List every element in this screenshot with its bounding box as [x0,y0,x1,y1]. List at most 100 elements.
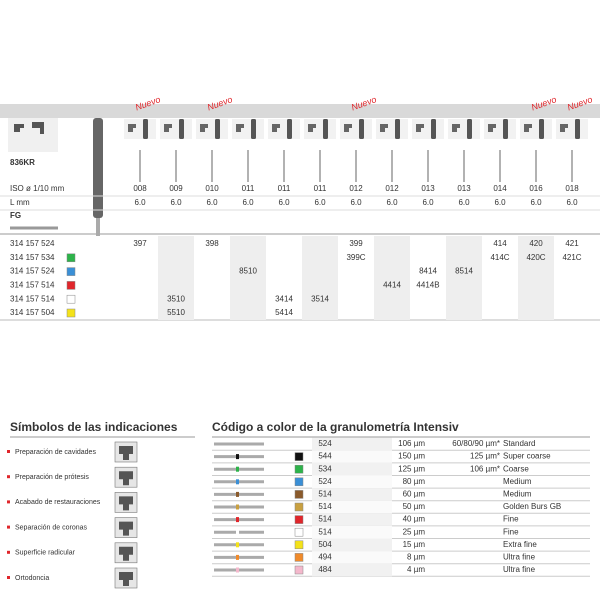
article-code: 314 157 514 [10,294,55,303]
bullet [7,550,10,554]
cavity-icon [200,124,208,132]
spec-value: 6.0 [278,198,290,207]
cavity-icon [344,124,352,132]
bur-head [395,119,400,139]
spec-value: 6.0 [494,198,506,207]
article-code: 314 157 514 [10,281,55,290]
grit-code: 494 [318,553,332,562]
cavity-icon [14,122,44,134]
section-title: Código a color de la granulometría Inten… [212,420,459,434]
spec-label: L mm [10,198,30,207]
bur-head [467,119,472,139]
indication: Superficie radicular [15,550,76,557]
spec-value: 6.0 [206,198,218,207]
column-shade [518,236,554,320]
color-swatch [294,477,304,487]
grit-ring [236,466,239,472]
bur-head [539,119,544,139]
column-shade [446,236,482,320]
tooth-icon [119,496,133,511]
grit-name: Golden Burs GB [503,502,561,511]
shank-type: FG [10,211,21,220]
bur-head [215,119,220,139]
grit-size: 15 µm [403,540,426,549]
color-swatch [294,452,304,461]
code-cell [312,437,392,451]
grit-name: Fine [503,527,519,536]
spec-value: 012 [385,184,399,193]
grit-size: 150 µm [398,452,425,461]
color-swatch [294,527,304,537]
cavity-icon [452,124,460,132]
spec-value: 011 [314,184,327,193]
color-swatch [294,553,304,562]
cavity-icon [128,124,136,132]
grit-code: 514 [318,490,332,499]
grit-code: 524 [318,439,332,448]
grit-code: 524 [318,477,332,486]
article-number: 4414 [383,281,401,290]
tooth-icon [119,471,133,486]
color-swatch [294,502,304,512]
spec-value: 009 [169,184,183,193]
spec-value: 6.0 [566,198,578,207]
code-cell [312,525,392,539]
spec-value: 011 [278,184,291,193]
column-shade [374,236,410,320]
bullet [7,525,10,529]
spec-value: 013 [421,184,435,193]
cavity-icon [272,124,280,132]
color-swatch [66,253,76,263]
color-swatch [66,308,76,318]
article-number: 3514 [311,294,329,303]
grit-note: 60/80/90 µm* [452,439,500,448]
tooth-icon [119,521,133,536]
grit-size: 60 µm [403,490,426,499]
code-cell [312,551,392,564]
code-cell [312,475,392,489]
article-code: 314 157 534 [10,253,55,262]
bur-head [251,119,256,139]
grit-ring [236,491,239,497]
grit-size: 8 µm [407,553,425,562]
bullet [7,450,10,453]
spec-value: 018 [565,184,579,193]
article-number: 8510 [239,267,257,276]
article-number: 5414 [275,308,293,317]
article-number: 414 [493,239,507,248]
grit-name: Super coarse [503,452,551,461]
grit-code: 544 [318,452,332,461]
header-band [0,104,600,118]
grit-note: 106 µm* [470,464,500,473]
column-shade [230,236,266,320]
grit-ring [236,567,239,573]
grit-code: 514 [318,502,332,511]
cavity-icon [488,124,496,132]
bur-head [93,118,103,218]
indication: Preparación de cavidades [15,449,96,456]
color-swatch [66,267,76,276]
indication: Acabado de restauraciones [15,499,101,506]
spec-value: 6.0 [242,198,254,207]
bullet [7,576,10,579]
article-number: 421C [562,253,581,262]
grit-name: Ultra fine [503,553,536,562]
color-swatch [294,540,304,550]
article-number: 399C [346,253,365,262]
article-number: 3414 [275,294,293,303]
indication: Ortodoncia [15,575,49,582]
grit-code: 484 [318,565,332,574]
cavity-icon [380,124,388,132]
grit-size: 4 µm [407,565,425,574]
spec-value: 014 [493,184,507,193]
color-swatch [66,294,76,304]
spec-value: 016 [529,184,543,193]
color-swatch [294,565,304,575]
spec-value: 6.0 [422,198,434,207]
grit-ring [236,542,239,548]
article-code: 314 157 524 [10,239,55,248]
bur-head [287,119,292,139]
grit-name: Coarse [503,464,529,473]
spec-value: 6.0 [530,198,542,207]
